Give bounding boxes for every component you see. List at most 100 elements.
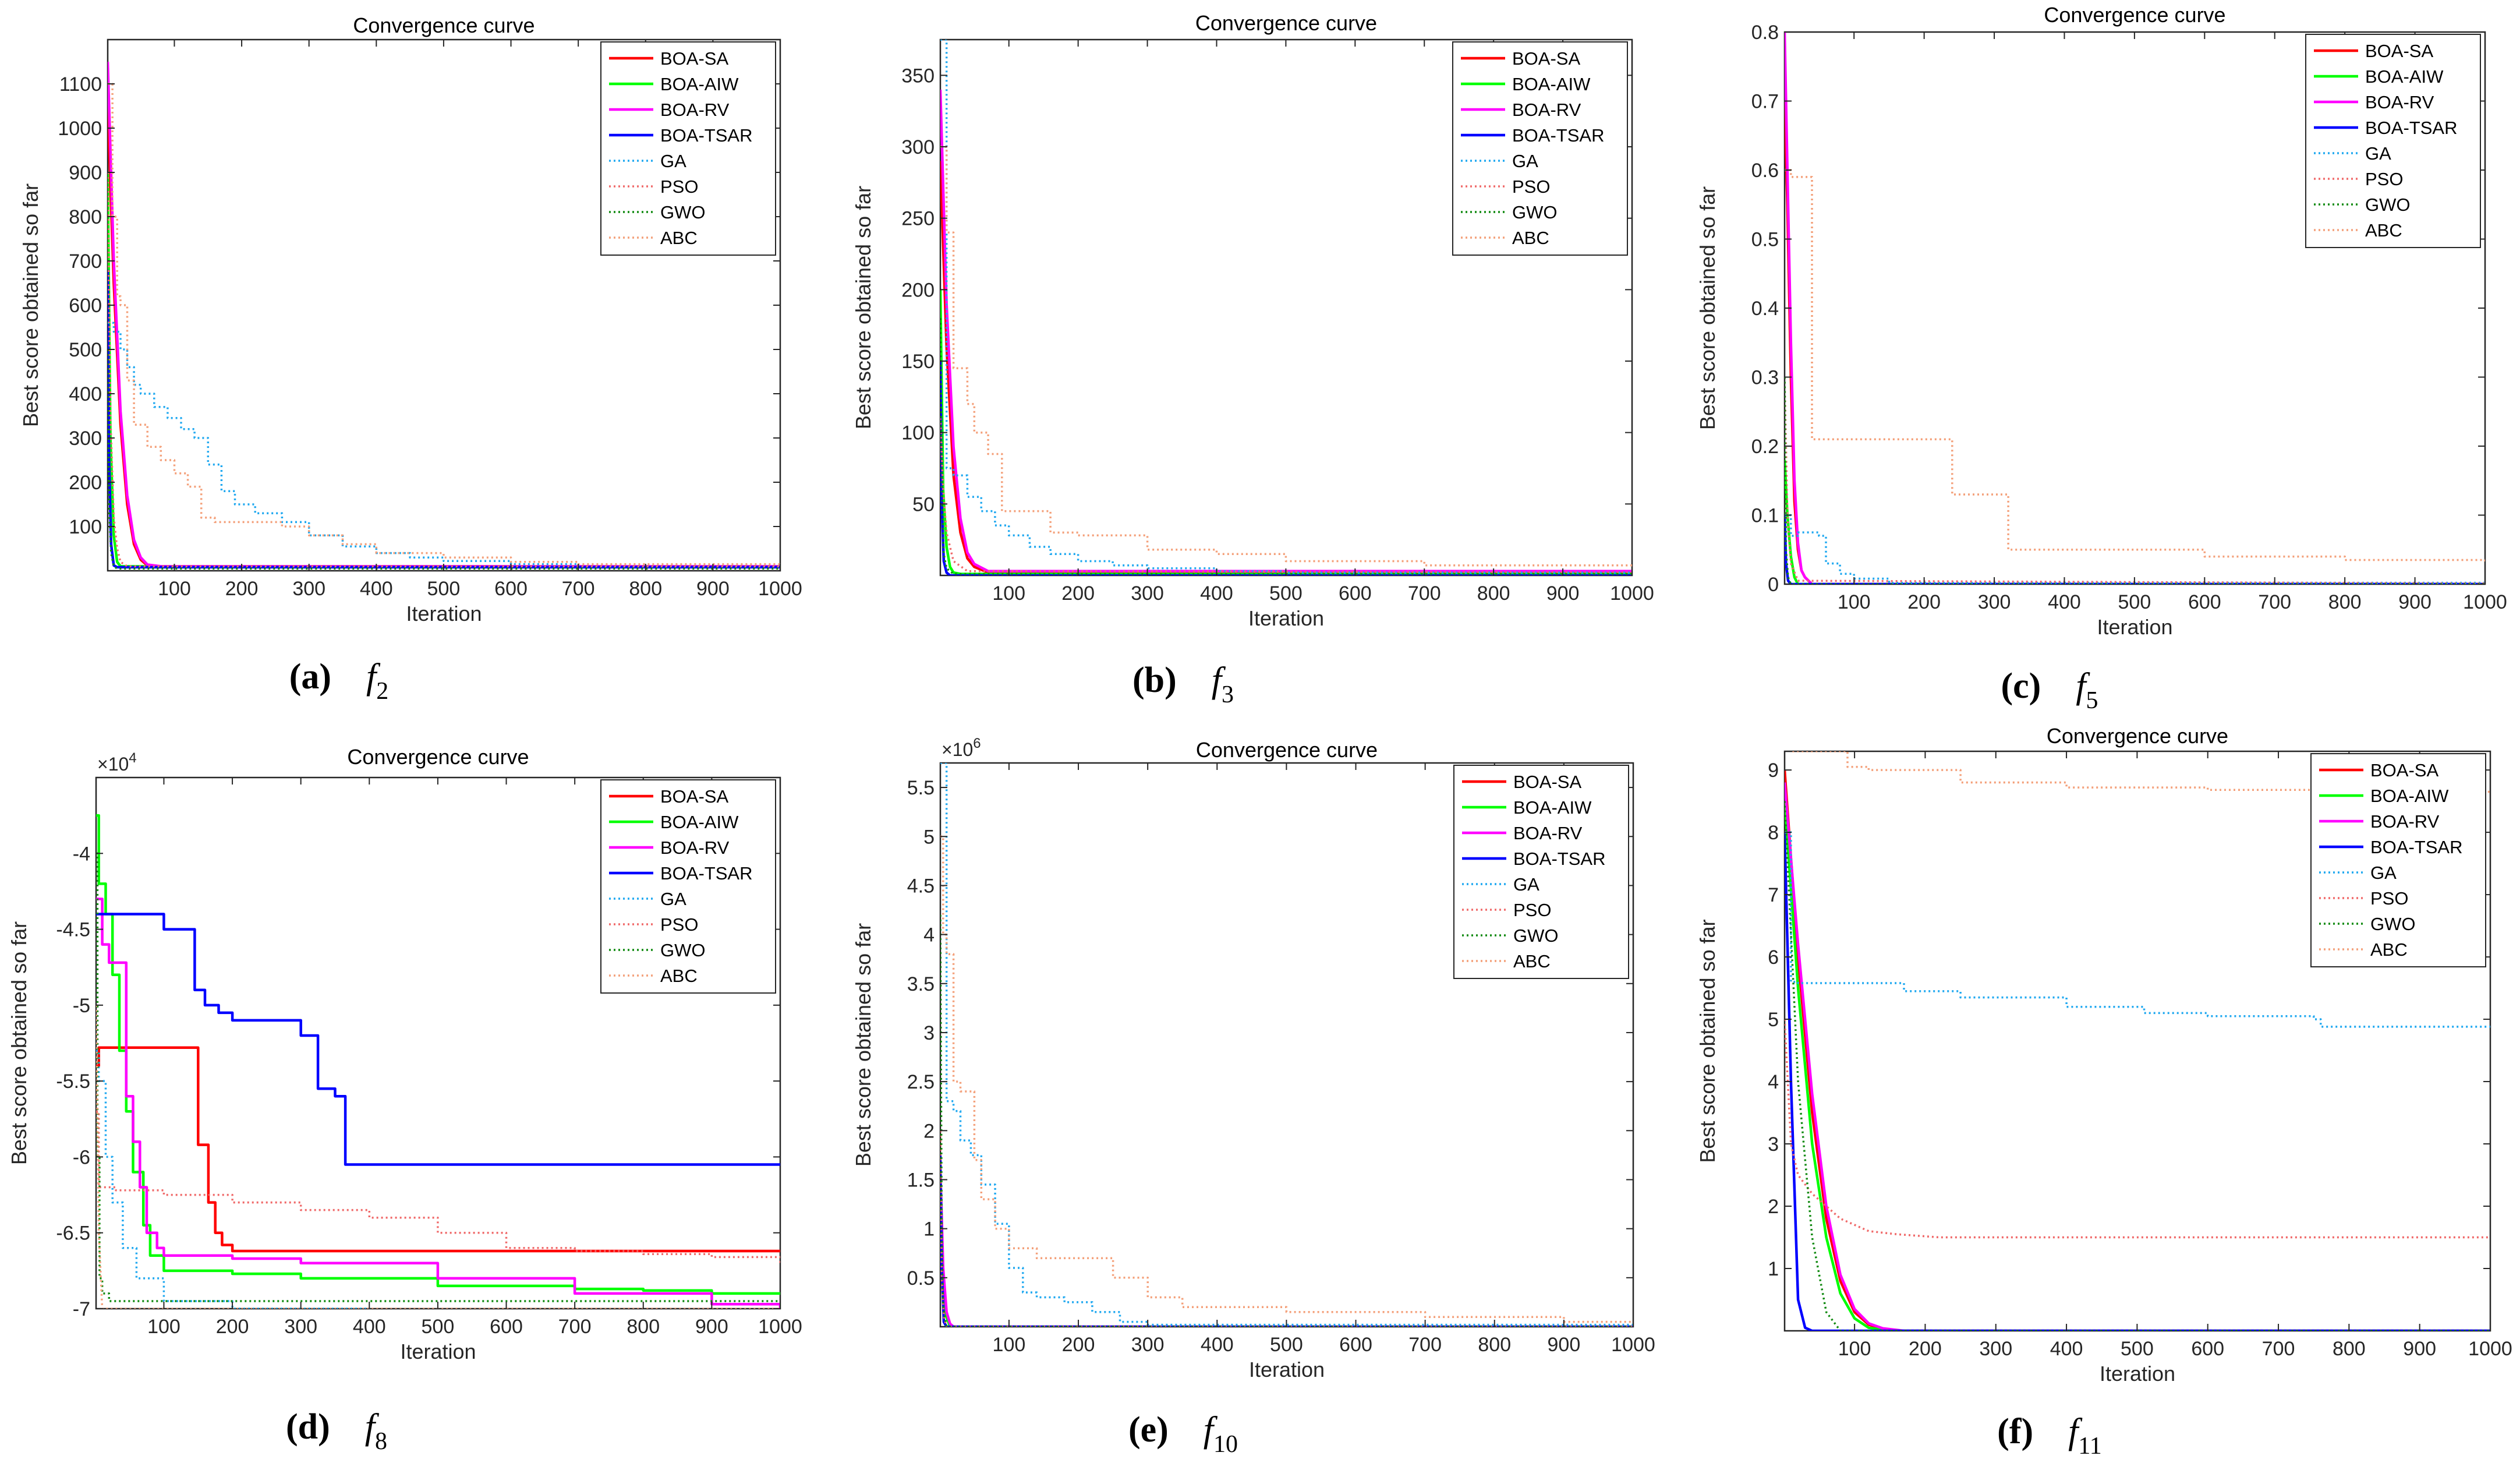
y-tick-label: -5.5 xyxy=(56,1070,90,1093)
x-tick-label: 500 xyxy=(2118,591,2151,613)
x-tick-label: 700 xyxy=(558,1316,592,1338)
series-line-boa-tsar xyxy=(1785,832,2490,1331)
legend-label-boa-tsar: BOA-TSAR xyxy=(1513,849,1605,869)
series-line-ga xyxy=(108,321,780,568)
series-line-boa-rv xyxy=(1785,32,2485,584)
series-line-boa-rv xyxy=(108,61,780,568)
legend-label-pso: PSO xyxy=(660,176,698,197)
x-tick-label: 100 xyxy=(158,578,191,600)
legend-label-abc: ABC xyxy=(1513,951,1551,971)
y-tick-label: 1.5 xyxy=(907,1169,935,1191)
chart-title: Convergence curve xyxy=(347,745,529,769)
x-tick-label: 1000 xyxy=(1610,582,1654,605)
y-tick-label: 0.5 xyxy=(907,1267,935,1289)
x-tick-label: 600 xyxy=(494,578,528,600)
legend-label-boa-rv: BOA-RV xyxy=(1513,823,1583,843)
x-axis-label: Iteration xyxy=(2100,1362,2175,1386)
y-tick-label: 2 xyxy=(923,1120,935,1142)
y-tick-label: 100 xyxy=(901,422,935,444)
chart-title: Convergence curve xyxy=(1196,738,1378,762)
y-tick-label: 0.1 xyxy=(1751,505,1779,527)
panel-f: 100 200 300 400 500 600 700 800 900 1000 1 2 3 4 5 6 7 8 9… xyxy=(1696,724,2512,1460)
legend-label-gwo: GWO xyxy=(660,202,706,222)
x-tick-label: 900 xyxy=(2403,1338,2436,1360)
series-line-boa-rv xyxy=(96,897,780,1309)
legend-label-pso: PSO xyxy=(2365,169,2403,189)
legend-label-boa-tsar: BOA-TSAR xyxy=(1512,125,1604,146)
series-line-gwo xyxy=(108,349,780,570)
x-tick-label: 500 xyxy=(1270,1334,1303,1356)
x-tick-label: 500 xyxy=(2121,1338,2154,1360)
panel-a: 100 200 300 400 500 600 700 800 900 1000 100 200 300… xyxy=(19,13,802,705)
y-tick-label: 600 xyxy=(69,295,102,317)
legend-label-boa-sa: BOA-SA xyxy=(660,48,728,69)
legend: BOA-SA BOA-AIW BOA-RV BOA-TSAR GA PSO GWO ABC xyxy=(2310,753,2486,967)
x-tick-label: 300 xyxy=(292,578,325,600)
x-tick-label: 800 xyxy=(629,578,662,600)
x-tick-label: 200 xyxy=(1061,582,1095,605)
series-line-boa-tsar xyxy=(96,913,780,1166)
series-line-boa-tsar xyxy=(940,361,1632,575)
legend: BOA-SA BOA-AIW BOA-RV BOA-TSAR GA PSO GWO ABC xyxy=(600,41,776,256)
y-tick-label: 700 xyxy=(69,250,102,273)
x-tick-label: 800 xyxy=(2333,1338,2366,1360)
y-exponent-power: 6 xyxy=(973,736,981,751)
legend: BOA-SA BOA-AIW BOA-RV BOA-TSAR GA PSO GWO ABC xyxy=(1453,765,1629,979)
legend-label-boa-aiw: BOA-AIW xyxy=(2365,66,2444,87)
legend-label-boa-tsar: BOA-TSAR xyxy=(660,863,752,884)
legend-label-gwo: GWO xyxy=(1512,202,1558,222)
y-tick-label: 0.8 xyxy=(1751,22,1779,44)
y-axis-label: Best score obtained so far xyxy=(851,923,875,1167)
chart-title: Convergence curve xyxy=(2047,724,2228,748)
series-line-boa-rv xyxy=(940,89,1632,573)
y-tick-label: 1 xyxy=(1768,1258,1779,1280)
x-tick-label: 200 xyxy=(1909,1338,1942,1360)
legend-box xyxy=(2310,753,2486,967)
legend-label-abc: ABC xyxy=(660,966,698,986)
panel-caption: (e) f10 xyxy=(1128,1410,1238,1458)
y-tick-label: 800 xyxy=(69,206,102,228)
legend-label-abc: ABC xyxy=(660,228,698,248)
y-tick-label: 300 xyxy=(901,136,935,158)
caption-subscript: 5 xyxy=(2086,687,2098,714)
x-tick-label: 500 xyxy=(1269,582,1303,605)
series-line-ga xyxy=(940,763,1633,1326)
legend-label-boa-rv: BOA-RV xyxy=(660,100,730,120)
legend-box xyxy=(600,41,776,256)
x-tick-label: 700 xyxy=(1408,1334,1442,1356)
x-tick-label: 100 xyxy=(993,1334,1026,1356)
series-line-boa-tsar xyxy=(1785,515,2485,584)
series-group xyxy=(96,814,780,1309)
y-tick-label: 6 xyxy=(1768,946,1779,969)
y-tick-label: -4 xyxy=(73,843,90,865)
y-tick-label: 2 xyxy=(1768,1196,1779,1218)
series-line-abc xyxy=(1790,751,2490,793)
legend-label-ga: GA xyxy=(1512,151,1538,171)
x-tick-label: 400 xyxy=(2050,1338,2083,1360)
series-group xyxy=(1785,751,2490,1331)
panel-caption: (b) f3 xyxy=(1132,660,1234,708)
series-line-ga xyxy=(1785,831,2490,1028)
legend-label-boa-sa: BOA-SA xyxy=(1513,772,1581,792)
legend-label-boa-aiw: BOA-AIW xyxy=(660,74,739,94)
series-line-pso xyxy=(1785,1019,2490,1239)
x-axis-label: Iteration xyxy=(1249,1358,1325,1381)
y-tick-label: -7 xyxy=(73,1298,90,1320)
panel-e: 100 200 300 400 500 600 700 800 900 1000 0.5 1 1.5 2 2… xyxy=(851,736,1655,1458)
y-exponent-base: ×10 xyxy=(942,739,973,760)
y-tick-label: 200 xyxy=(69,472,102,494)
caption-subscript: 3 xyxy=(1222,681,1234,708)
legend-label-boa-sa: BOA-SA xyxy=(660,786,728,807)
series-line-pso xyxy=(108,172,780,568)
legend-label-boa-rv: BOA-RV xyxy=(2370,811,2440,832)
series-line-pso xyxy=(96,1110,780,1263)
y-tick-label: 900 xyxy=(69,162,102,184)
caption-letter: (c) xyxy=(2001,666,2041,706)
series-line-abc xyxy=(940,146,1632,568)
legend-label-boa-aiw: BOA-AIW xyxy=(1512,74,1591,94)
y-tick-label: 300 xyxy=(69,427,102,450)
y-tick-label: 50 xyxy=(912,493,935,515)
legend-label-boa-tsar: BOA-TSAR xyxy=(2365,118,2457,138)
legend-label-boa-tsar: BOA-TSAR xyxy=(2370,837,2462,857)
y-axis-label: Best score obtained so far xyxy=(1696,919,1719,1162)
